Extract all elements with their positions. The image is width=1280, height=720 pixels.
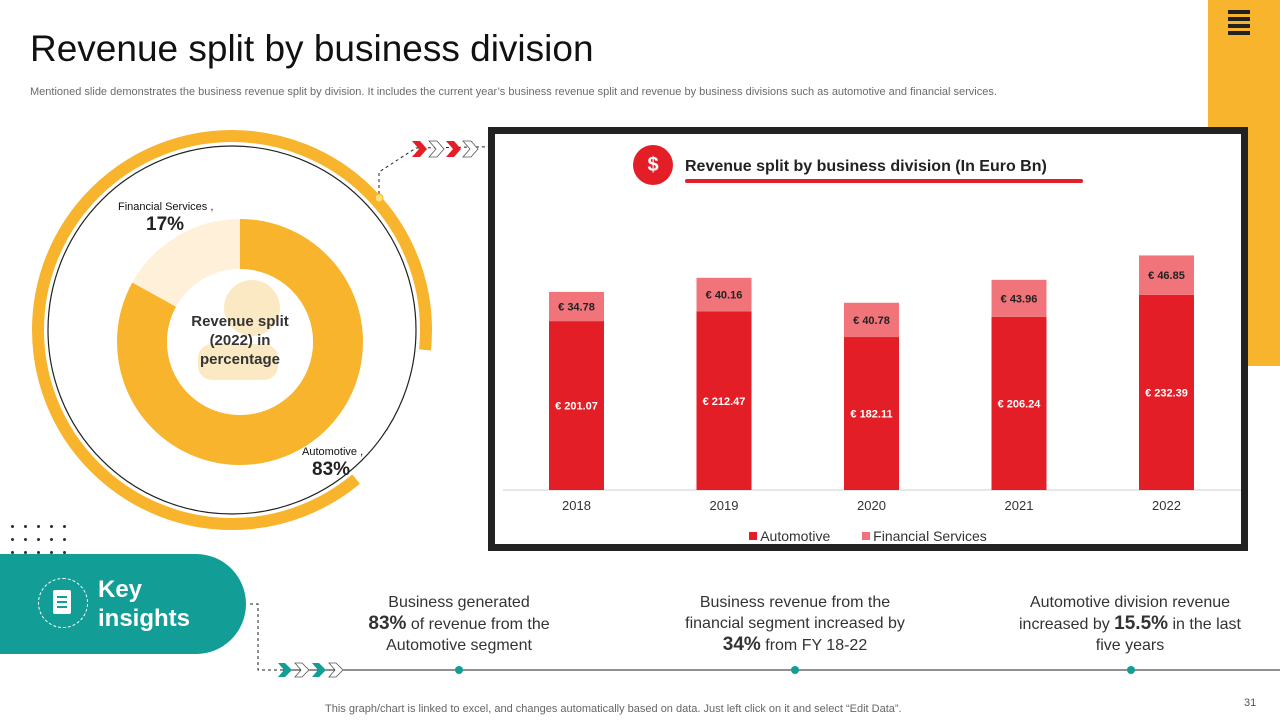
bar-automotive-2019[interactable] bbox=[696, 311, 752, 490]
document-icon bbox=[38, 578, 88, 628]
center-watermark-icon bbox=[198, 280, 280, 380]
connector-arrows bbox=[376, 140, 537, 203]
data-label-automotive-2022: € 232.39 bbox=[1145, 387, 1188, 399]
bar-financial-services-2020[interactable] bbox=[844, 302, 899, 338]
data-label-financial-services-2019: € 40.16 bbox=[706, 290, 743, 302]
bar-financial-services-2021[interactable] bbox=[991, 279, 1047, 317]
insight-financial-growth: Business revenue from the financial segm… bbox=[685, 594, 905, 655]
page-number: 31 bbox=[1244, 697, 1257, 709]
menu-icon[interactable] bbox=[1228, 10, 1250, 42]
chart-legend: Automotive Financial Services bbox=[495, 528, 1241, 544]
key-insights-heading: Key insights bbox=[98, 576, 191, 632]
bar-automotive-2022[interactable] bbox=[1139, 294, 1194, 490]
outer-ring bbox=[32, 130, 432, 530]
bar-automotive-2018[interactable] bbox=[549, 321, 604, 490]
data-label-automotive-2018: € 201.07 bbox=[555, 401, 598, 413]
x-tick-label-2021: 2021 bbox=[1005, 498, 1034, 513]
donut-center-label: Revenue split (2022) in percentage bbox=[191, 313, 289, 368]
bar-chart-panel[interactable]: € 201.07 € 34.78 2018 € 212.47 € 40.16 2019 € … bbox=[488, 127, 1248, 551]
bar-financial-services-2018[interactable] bbox=[549, 291, 604, 322]
data-label-financial-services-2018: € 34.78 bbox=[558, 301, 595, 313]
stacked-bar-chart: € 201.07 € 34.78 2018 € 212.47 € 40.16 2019 € … bbox=[503, 255, 1241, 513]
insight-automotive-share: Business generated 83% of revenue from th… bbox=[368, 594, 550, 654]
insight-automotive-growth: Automotive division revenue increased by… bbox=[1019, 594, 1241, 654]
inner-thin-ring bbox=[47, 145, 417, 515]
x-tick-label-2020: 2020 bbox=[857, 498, 886, 513]
page-subtitle: Mentioned slide demonstrates the busines… bbox=[30, 86, 997, 98]
bar-financial-services-2022[interactable] bbox=[1139, 255, 1194, 295]
legend-financial-services[interactable]: Financial Services bbox=[862, 528, 987, 544]
data-label-financial-services-2021: € 43.96 bbox=[1001, 293, 1038, 305]
insights-timeline bbox=[250, 603, 1280, 678]
x-tick-label-2018: 2018 bbox=[562, 498, 591, 513]
donut-slice-financial-services[interactable] bbox=[117, 219, 363, 465]
automotive-label: Automotive , bbox=[302, 446, 364, 458]
automotive-pct: 83% bbox=[312, 459, 351, 480]
data-label-automotive-2021: € 206.24 bbox=[998, 398, 1042, 410]
bar-automotive-2021[interactable] bbox=[991, 316, 1047, 490]
chart-title: Revenue split by business division (In E… bbox=[685, 158, 1047, 175]
x-tick-label-2019: 2019 bbox=[710, 498, 739, 513]
financial-services-label: Financial Services , bbox=[118, 201, 214, 213]
footer-note: This graph/chart is linked to excel, and… bbox=[325, 703, 902, 715]
bar-financial-services-2019[interactable] bbox=[696, 277, 752, 312]
data-label-automotive-2019: € 212.47 bbox=[703, 396, 746, 408]
data-label-financial-services-2020: € 40.78 bbox=[853, 315, 890, 327]
legend-automotive[interactable]: Automotive bbox=[749, 528, 830, 544]
revenue-split-donut[interactable]: Revenue split (2022) in percentage Finan… bbox=[20, 130, 440, 550]
chart-title-underline bbox=[685, 179, 1083, 183]
data-label-financial-services-2022: € 46.85 bbox=[1148, 270, 1185, 282]
page-title: Revenue split by business division bbox=[30, 28, 594, 69]
data-label-automotive-2020: € 182.11 bbox=[850, 409, 892, 421]
bar-automotive-2020[interactable] bbox=[844, 337, 899, 490]
money-hand-icon: $ bbox=[633, 145, 673, 185]
x-tick-label-2022: 2022 bbox=[1152, 498, 1181, 513]
financial-services-pct: 17% bbox=[146, 214, 185, 235]
